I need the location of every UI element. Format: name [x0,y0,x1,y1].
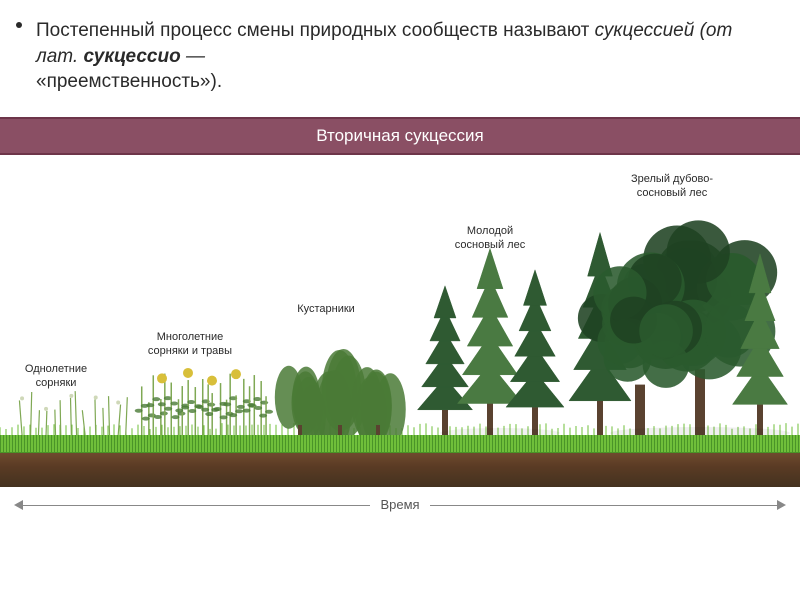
header-bold: сукцессио [83,46,180,67]
stage-label-1: Многолетниесорняки и травы [135,331,245,359]
diagram-container: Вторичная сукцессия Однолетниесорняки Мно… [0,117,800,523]
header-prefix: Постепенный процесс смены природных сооб… [36,20,595,41]
stage-label-3: Молодойсосновый лес [435,225,545,253]
soil-strip [0,453,800,487]
header-line2: «преемственность»). [36,71,222,92]
time-arrow-right [777,500,786,510]
time-label: Время [370,497,429,512]
diagram-title: Вторичная сукцессия [316,126,484,146]
diagram-title-bar: Вторичная сукцессия [0,117,800,155]
stages-area: Однолетниесорняки Многолетниесорняки и тр… [0,155,800,435]
stage-label-4: Зрелый дубово-сосновый лес [617,173,727,201]
bullet [16,22,22,28]
stage-label-2: Кустарники [271,303,381,317]
stage-label-0: Однолетниесорняки [1,363,111,391]
grass-strip [0,435,800,453]
header-dash: — [181,46,205,67]
header-text: Постепенный процесс смены природных сооб… [0,0,800,109]
time-axis: Время [0,487,800,523]
time-arrow-left [14,500,23,510]
